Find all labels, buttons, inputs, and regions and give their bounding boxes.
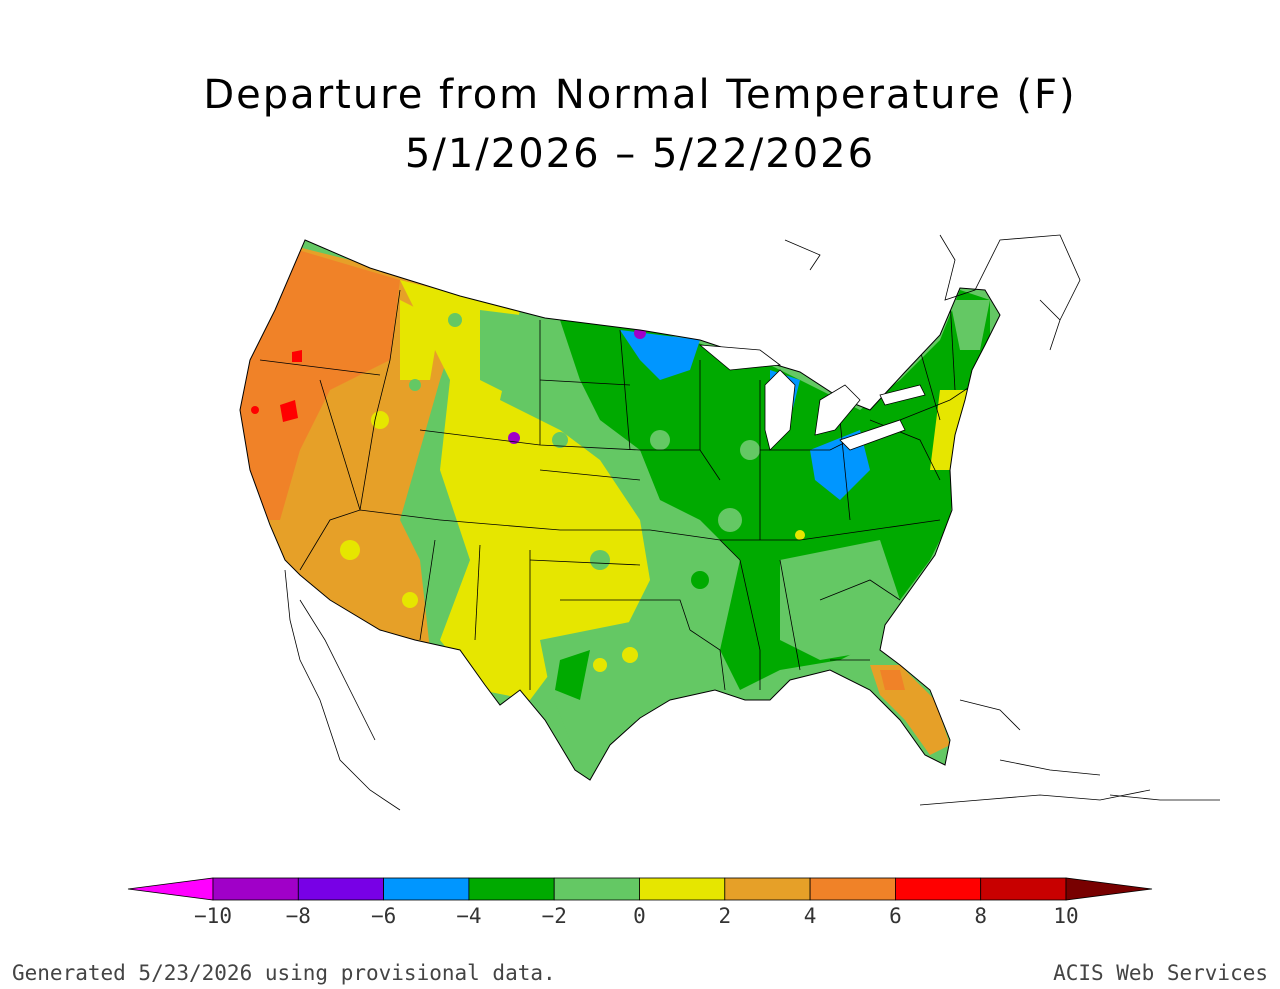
generated-note: Generated 5/23/2026 using provisional da… xyxy=(12,961,556,985)
legend-tick-label: −10 xyxy=(194,904,232,928)
date-range-subtitle: 5/1/2026 – 5/22/2026 xyxy=(404,131,876,177)
temperature-departure-map xyxy=(239,234,1220,811)
legend-tick-label: 4 xyxy=(804,904,817,928)
legend-swatch xyxy=(980,877,1067,901)
region-plains-warm xyxy=(400,280,650,700)
legend-swatch xyxy=(383,877,470,901)
shaded-departure-field xyxy=(240,240,1000,780)
legend-tick-label: 2 xyxy=(718,904,731,928)
legend-swatch xyxy=(468,877,555,901)
map-title: Departure from Normal Temperature (F) xyxy=(203,72,1077,118)
legend-tick-label: 10 xyxy=(1053,904,1078,928)
surrounding-coastlines xyxy=(284,234,1220,811)
region-upper-midwest-cold xyxy=(620,330,700,380)
legend-swatch xyxy=(724,877,811,901)
legend-tick-label: 6 xyxy=(889,904,902,928)
legend-swatch xyxy=(553,877,640,901)
legend-arrow-low xyxy=(127,877,214,901)
legend-swatch xyxy=(212,877,299,901)
legend-swatch xyxy=(639,877,726,901)
color-legend: −10 −8 −6 −4 −2 0 2 4 6 8 10 xyxy=(127,877,1153,928)
legend-swatch xyxy=(297,877,384,901)
legend-swatch xyxy=(809,877,896,901)
legend-tick-label: −2 xyxy=(542,904,567,928)
legend-tick-label: 0 xyxy=(633,904,646,928)
legend-tick-label: −6 xyxy=(371,904,396,928)
legend-tick-label: −8 xyxy=(286,904,311,928)
legend-swatch xyxy=(895,877,982,901)
great-lakes xyxy=(698,344,926,451)
legend-tick-label: −4 xyxy=(456,904,481,928)
legend-tick-label: 8 xyxy=(974,904,987,928)
legend-arrow-high xyxy=(1065,877,1153,901)
source-credit: ACIS Web Services xyxy=(1053,961,1268,985)
